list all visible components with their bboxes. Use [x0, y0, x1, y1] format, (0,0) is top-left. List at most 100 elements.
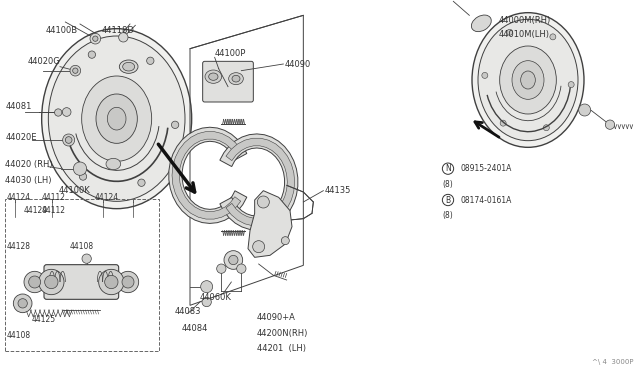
Circle shape — [579, 104, 591, 116]
Circle shape — [224, 251, 243, 269]
Text: (8): (8) — [443, 180, 453, 189]
Circle shape — [13, 294, 32, 313]
Ellipse shape — [472, 13, 584, 147]
Text: ^\ 4  3000P: ^\ 4 3000P — [592, 359, 634, 365]
Circle shape — [500, 120, 506, 126]
Ellipse shape — [42, 29, 191, 209]
Text: 44083: 44083 — [175, 308, 201, 317]
Circle shape — [82, 254, 92, 263]
Text: B: B — [445, 196, 451, 205]
Polygon shape — [248, 191, 292, 257]
Circle shape — [507, 29, 513, 35]
Text: 08174-0161A: 08174-0161A — [460, 196, 511, 205]
Text: 08915-2401A: 08915-2401A — [460, 164, 511, 173]
Text: 44200N(RH): 44200N(RH) — [257, 329, 308, 338]
Circle shape — [79, 173, 86, 180]
Text: 44112: 44112 — [42, 206, 65, 215]
Circle shape — [73, 68, 78, 73]
Text: 44100B: 44100B — [45, 26, 77, 35]
Ellipse shape — [96, 94, 138, 143]
Circle shape — [54, 109, 62, 116]
FancyBboxPatch shape — [203, 61, 253, 102]
Text: 44124: 44124 — [6, 193, 31, 202]
Text: (8): (8) — [443, 211, 453, 220]
Text: 44118D: 44118D — [101, 26, 134, 35]
Text: 44125: 44125 — [32, 315, 56, 324]
Circle shape — [62, 108, 71, 116]
Circle shape — [88, 51, 95, 58]
Circle shape — [99, 269, 124, 295]
Text: 44010M(LH): 44010M(LH) — [499, 30, 550, 39]
Circle shape — [257, 196, 269, 208]
Text: 44020G: 44020G — [28, 58, 61, 67]
Ellipse shape — [232, 76, 240, 82]
Circle shape — [38, 269, 64, 295]
Circle shape — [63, 134, 75, 146]
Ellipse shape — [49, 36, 185, 201]
Ellipse shape — [228, 73, 243, 85]
Circle shape — [550, 34, 556, 40]
Circle shape — [122, 276, 134, 288]
Text: 44084: 44084 — [181, 324, 208, 333]
Ellipse shape — [108, 108, 126, 130]
Text: 44129: 44129 — [23, 206, 47, 215]
Circle shape — [201, 280, 212, 293]
Circle shape — [282, 237, 289, 245]
Circle shape — [29, 276, 41, 288]
Text: 44060K: 44060K — [200, 293, 232, 302]
Circle shape — [172, 121, 179, 128]
Circle shape — [237, 264, 246, 273]
Text: 44201  (LH): 44201 (LH) — [257, 344, 306, 353]
Text: 44135: 44135 — [324, 186, 351, 195]
Circle shape — [605, 120, 614, 129]
Text: 44030 (LH): 44030 (LH) — [5, 176, 52, 185]
Text: 44128: 44128 — [6, 242, 31, 251]
Ellipse shape — [106, 158, 121, 170]
Ellipse shape — [478, 19, 578, 141]
Ellipse shape — [82, 76, 152, 161]
Ellipse shape — [521, 71, 535, 89]
Ellipse shape — [512, 61, 544, 99]
Text: 44000M(RH): 44000M(RH) — [499, 16, 551, 25]
Circle shape — [228, 255, 238, 264]
Circle shape — [118, 33, 128, 42]
Ellipse shape — [209, 73, 218, 80]
Text: 44100P: 44100P — [214, 49, 246, 58]
Polygon shape — [220, 134, 298, 230]
Circle shape — [18, 299, 28, 308]
Circle shape — [138, 179, 145, 186]
Text: 44020 (RH): 44020 (RH) — [5, 160, 53, 169]
FancyBboxPatch shape — [44, 264, 118, 299]
Text: 44108: 44108 — [70, 242, 94, 251]
Circle shape — [568, 81, 574, 87]
Text: 44020E: 44020E — [5, 133, 37, 142]
Circle shape — [45, 275, 58, 289]
Text: 44124: 44124 — [95, 193, 119, 202]
Text: 44090: 44090 — [285, 60, 311, 68]
Circle shape — [217, 264, 226, 273]
Ellipse shape — [119, 60, 138, 73]
Circle shape — [90, 33, 100, 44]
Text: 44112: 44112 — [42, 193, 65, 202]
Circle shape — [105, 275, 118, 289]
Ellipse shape — [500, 46, 556, 114]
Circle shape — [253, 241, 265, 253]
Circle shape — [202, 297, 211, 307]
Polygon shape — [169, 127, 247, 224]
Text: 44108: 44108 — [6, 331, 31, 340]
Circle shape — [93, 36, 98, 41]
Text: N: N — [445, 164, 451, 173]
Circle shape — [147, 57, 154, 64]
Circle shape — [24, 271, 45, 293]
Circle shape — [65, 137, 72, 143]
Circle shape — [70, 65, 81, 76]
Polygon shape — [172, 132, 241, 219]
Circle shape — [482, 73, 488, 78]
Ellipse shape — [472, 15, 492, 32]
Text: 44081: 44081 — [5, 102, 32, 111]
Ellipse shape — [205, 70, 221, 83]
Text: 44100K: 44100K — [59, 186, 90, 195]
Polygon shape — [226, 138, 294, 226]
Ellipse shape — [123, 62, 134, 71]
Circle shape — [74, 162, 86, 175]
